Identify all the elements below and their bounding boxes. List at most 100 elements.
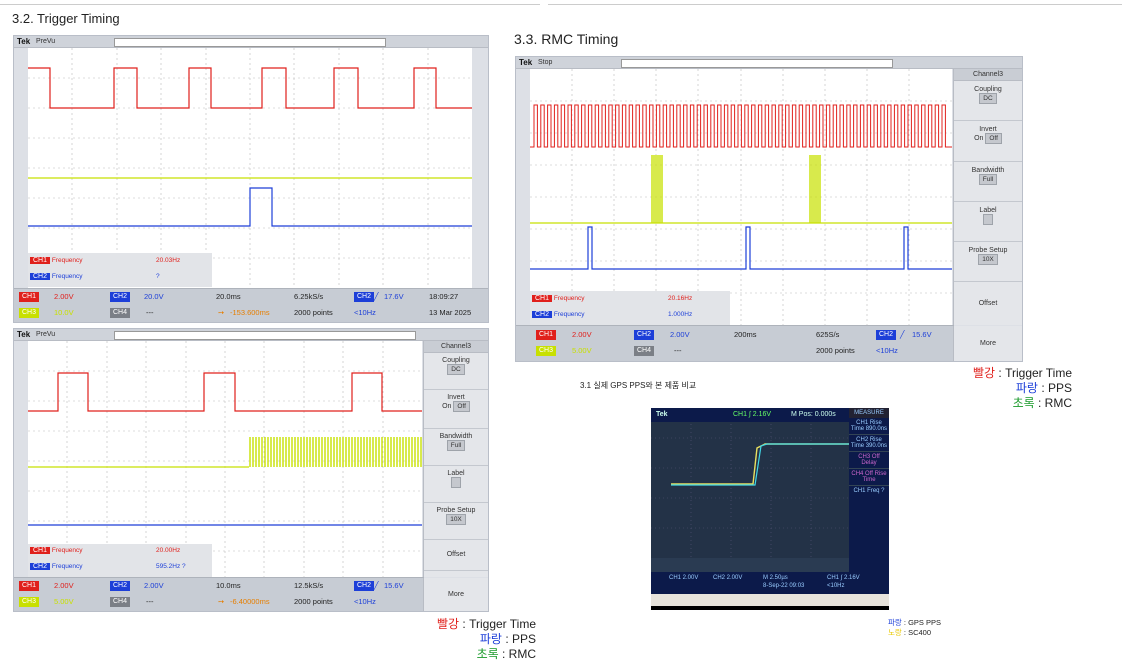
scope-statusbar: CH1 2.00V CH2 20.0V CH3 10.0V CH4 --- 20… <box>14 288 488 322</box>
divider-right <box>548 4 1122 5</box>
coupling-value: DC <box>979 93 997 104</box>
measure-value-ch1: 20.00Hz <box>156 547 181 554</box>
photo-topbar: Tek CH1 ∫ 2.16V M Pos: 0.000s <box>651 408 849 422</box>
coupling-button[interactable]: Coupling DC <box>954 81 1022 121</box>
ch1-dense-wave <box>530 104 952 148</box>
ch1-chip[interactable]: CH1 <box>19 581 40 591</box>
scope-trigger-prevu: Tek PreVu CH1 Frequency 20.03Hz CH2 Freq… <box>13 35 489 323</box>
ch1-scale: 2.00V <box>54 581 74 590</box>
ch1-badge: CH1 <box>30 547 51 554</box>
ch4-chip[interactable]: CH4 <box>110 308 131 318</box>
scope-mode: PreVu <box>36 331 56 338</box>
coupling-button[interactable]: Coupling DC <box>424 353 488 390</box>
ch1-chip[interactable]: CH1 <box>536 330 557 340</box>
ch4-scale: --- <box>146 597 154 606</box>
legend-green: 초록 : RMC <box>380 647 536 662</box>
ch2-chip[interactable]: CH2 <box>110 292 131 302</box>
horizontal-position: -153.600ms <box>230 308 270 317</box>
ch1-chip[interactable]: CH1 <box>19 292 40 302</box>
photo-measure-header: MEASURE <box>849 408 889 418</box>
ch1-trace <box>28 67 472 109</box>
bandwidth-value: Full <box>446 440 466 451</box>
bandwidth-button[interactable]: Bandwidth Full <box>424 429 488 466</box>
clock-date: 13 Mar 2025 <box>429 308 472 317</box>
ch3-burst <box>651 155 821 223</box>
ch4-chip[interactable]: CH4 <box>634 346 655 356</box>
record-length: 2000 points <box>816 346 855 355</box>
trigger-level: 15.6V <box>384 581 404 590</box>
record-bar <box>621 59 893 68</box>
photo-bw: <10Hz <box>827 583 845 589</box>
ch3-scale: 5.00V <box>54 597 74 606</box>
ch3-chip[interactable]: CH3 <box>19 308 40 318</box>
photo-trig: CH1 ∫ 2.16V <box>827 575 860 581</box>
trigger-source: CH2 <box>876 330 897 340</box>
scope-topbar: Tek PreVu <box>14 329 488 341</box>
ch2-chip[interactable]: CH2 <box>634 330 655 340</box>
photo-m: M 2.50µs <box>763 575 788 581</box>
trigger-source: CH2 <box>354 581 375 591</box>
measure-box: CH1 Frequency 20.00Hz CH2 Frequency 595.… <box>28 544 212 577</box>
more-button[interactable]: More <box>953 326 1022 361</box>
invert-button[interactable]: Invert On Off <box>954 121 1022 162</box>
measure-value-ch2: ? <box>156 273 160 280</box>
label-button[interactable]: Label <box>954 202 1022 242</box>
more-label: More <box>448 591 464 598</box>
waveform-display <box>28 341 422 577</box>
ch1-badge: CH1 <box>532 295 553 302</box>
photo-measure-panel: MEASURE CH1 Rise Time 890.0ns CH2 Rise T… <box>849 408 889 572</box>
legend-left: 빨강 : Trigger Time 파랑 : PPS 초록 : RMC <box>380 617 536 662</box>
measure-label: Frequency <box>553 311 585 318</box>
invert-off: Off <box>985 133 1002 144</box>
more-button[interactable]: More <box>423 578 488 611</box>
bandwidth-button[interactable]: Bandwidth Full <box>954 162 1022 202</box>
legend-blue-word: 파랑 <box>479 632 502 646</box>
sample-rate: 625S/s <box>816 330 840 339</box>
scope-topbar: Tek Stop <box>516 57 1022 69</box>
ch3-chip[interactable]: CH3 <box>19 597 40 607</box>
legend-red-text: : Trigger Time <box>995 366 1072 380</box>
scope-screen: CH1 Frequency 20.00Hz CH2 Frequency 595.… <box>28 341 422 577</box>
ch2-chip[interactable]: CH2 <box>110 581 131 591</box>
measure-row-ch2: CH2 Frequency <box>532 310 585 320</box>
bandwidth-value: Full <box>978 174 998 185</box>
legend-green-text: : RMC <box>1034 396 1072 410</box>
legend-green-text: : RMC <box>498 647 536 661</box>
measure-row-ch1: CH1 Frequency <box>532 294 585 304</box>
invert-label: Invert <box>447 394 465 401</box>
measure-label: Frequency <box>51 563 83 570</box>
ch3-chip[interactable]: CH3 <box>536 346 557 356</box>
measure-value-ch2: 1.000Hz <box>668 311 693 318</box>
legend-photo-yellow-word: 노랑 <box>888 628 902 637</box>
trigger-edge-icon: ╱ <box>374 581 379 590</box>
more-label: More <box>980 340 996 347</box>
invert-label: Invert <box>979 126 997 133</box>
label-label: Label <box>979 207 997 214</box>
ch4-chip[interactable]: CH4 <box>110 597 131 607</box>
label-button[interactable]: Label <box>424 466 488 503</box>
probe-value: 10X <box>446 514 466 525</box>
probe-setup-button[interactable]: Probe Setup 10X <box>424 503 488 540</box>
ch2-badge: CH2 <box>30 563 51 570</box>
waveform-display <box>28 48 472 288</box>
invert-button[interactable]: Invert On Off <box>424 390 488 429</box>
legend-photo-blue: 파랑 : GPS PPS <box>888 618 941 628</box>
ch4-scale: --- <box>146 308 154 317</box>
invert-on: On <box>974 135 984 142</box>
trigger-edge-icon: ╱ <box>374 292 379 301</box>
coupling-value: DC <box>447 364 465 375</box>
tek-logo: Tek <box>519 58 533 67</box>
photo-waveform <box>651 408 849 558</box>
legend-blue: 파랑 : PPS <box>900 381 1072 396</box>
legend-red: 빨강 : Trigger Time <box>380 617 536 632</box>
photo-screen-area: Tek CH1 ∫ 2.16V M Pos: 0.000s MEASURE CH… <box>651 408 889 594</box>
offset-button[interactable]: Offset <box>954 282 1022 327</box>
legend-green-word: 초록 <box>476 647 499 661</box>
trigger-pos-arrow-icon: ➙ <box>218 597 225 606</box>
ch3-burst <box>249 437 422 467</box>
probe-setup-button[interactable]: Probe Setup 10X <box>954 242 1022 282</box>
legend-blue-text: : PPS <box>501 632 536 646</box>
measure-row-ch2: CH2 Frequency <box>30 272 83 282</box>
scope-screen: CH1 Frequency 20.03Hz CH2 Frequency ? <box>28 48 472 288</box>
offset-button[interactable]: Offset <box>424 540 488 571</box>
